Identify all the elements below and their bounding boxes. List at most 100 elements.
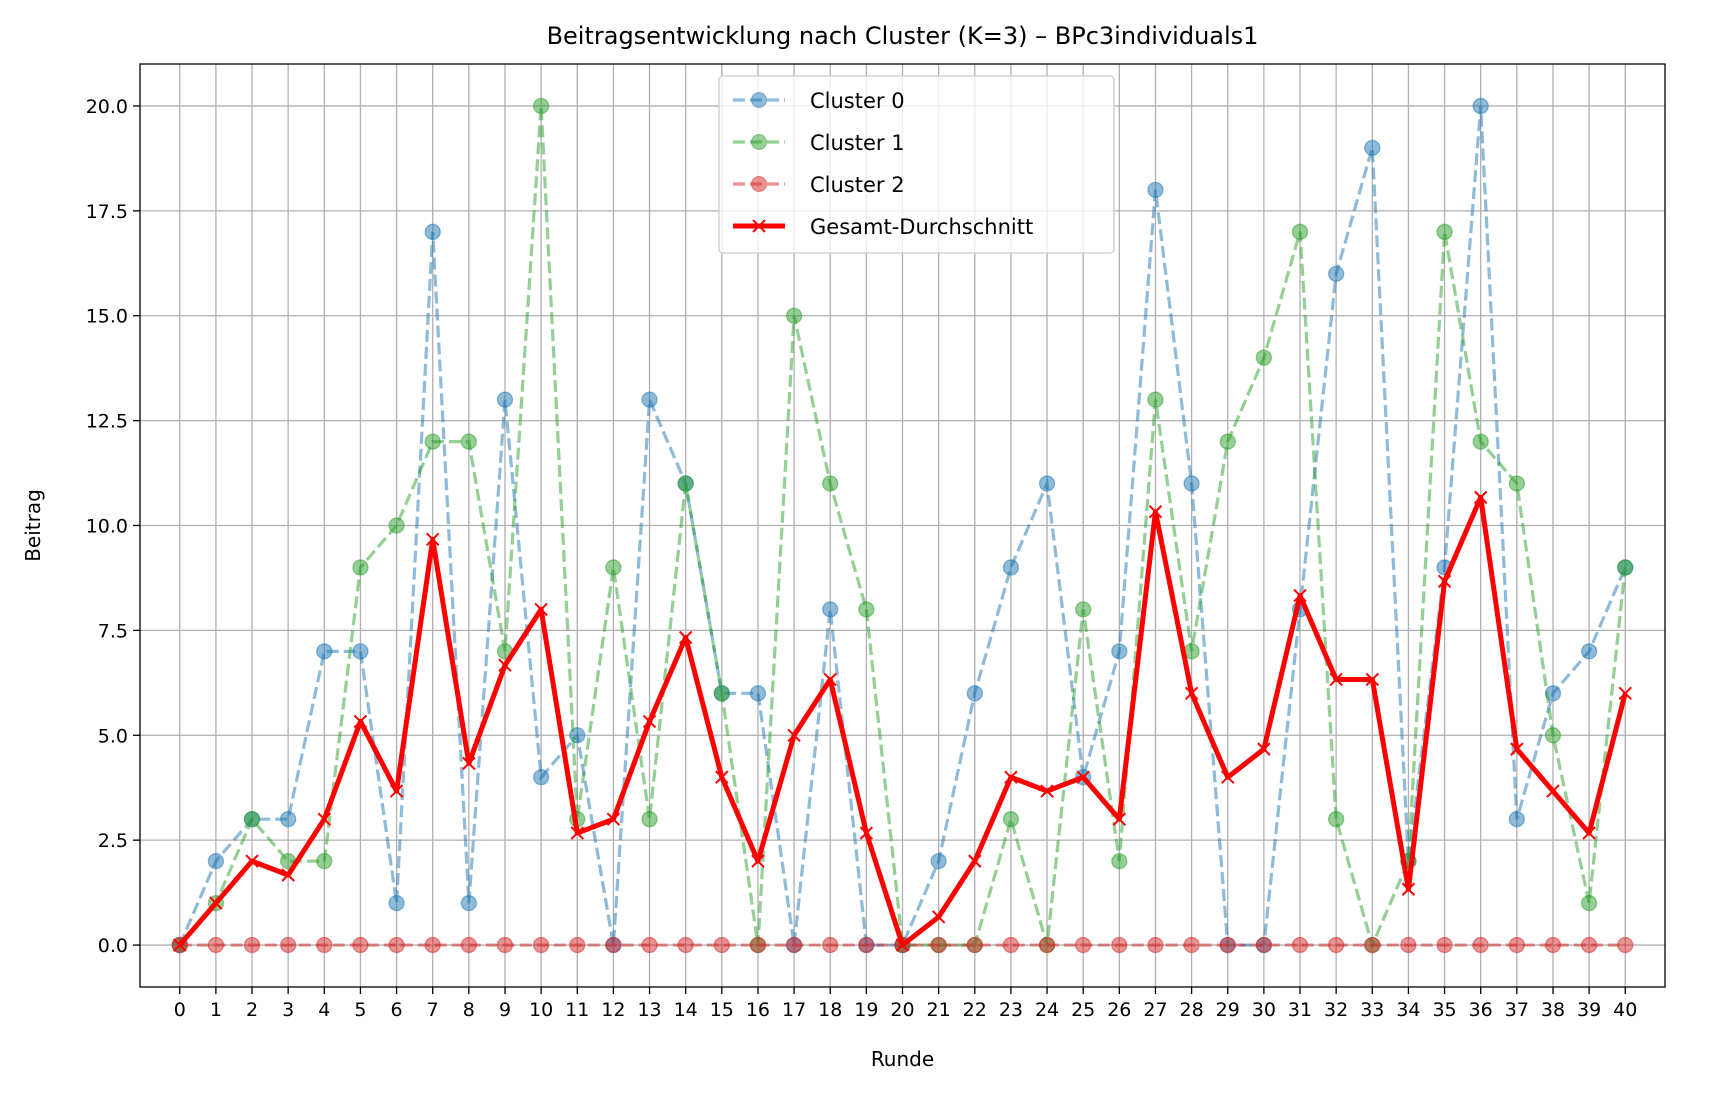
legend-item-0: Cluster 0	[733, 89, 905, 113]
data-point	[1219, 433, 1236, 450]
data-point	[1436, 223, 1453, 240]
data-point	[822, 936, 839, 954]
data-point	[715, 770, 729, 784]
data-point	[1364, 139, 1381, 157]
data-point	[749, 685, 767, 702]
chart-title: Beitragsentwicklung nach Cluster (K=3) –…	[547, 22, 1259, 50]
data-point	[460, 894, 478, 912]
data-point	[1075, 936, 1092, 954]
data-point	[1472, 433, 1489, 450]
data-point	[1002, 936, 1020, 954]
data-point	[785, 936, 803, 954]
y-tick-label: 2.5	[98, 830, 128, 852]
data-point	[1327, 265, 1345, 282]
x-tick-label: 30	[1252, 999, 1276, 1021]
data-point	[1147, 181, 1164, 199]
x-tick-label: 2	[246, 999, 258, 1021]
plot-frame	[139, 63, 1666, 988]
data-point	[1184, 686, 1199, 701]
data-point	[713, 936, 730, 954]
data-point	[462, 756, 476, 771]
x-tick-label: 0	[174, 999, 186, 1021]
data-point	[243, 811, 261, 828]
legend-label: Gesamt-Durchschnitt	[810, 215, 1033, 239]
x-tick-label: 22	[963, 999, 987, 1021]
data-point	[1291, 223, 1309, 240]
data-point	[858, 936, 875, 954]
x-tick-label: 40	[1613, 999, 1637, 1021]
legend-label: Cluster 1	[810, 131, 905, 155]
data-point	[1544, 936, 1562, 954]
x-tick-label: 14	[674, 999, 698, 1021]
data-point	[1076, 770, 1090, 784]
data-point	[389, 784, 404, 798]
data-point	[173, 938, 187, 952]
y-axis-ticks: 0.0 2.5 5.0 7.5 10.0 12.5 15.0 17.5 20.0	[86, 96, 140, 957]
data-point	[1472, 936, 1489, 954]
y-tick-label: 7.5	[98, 620, 128, 642]
data-point	[966, 936, 983, 954]
data-point	[859, 826, 874, 840]
x-tick-label: 35	[1432, 999, 1456, 1021]
x-tick-label: 37	[1505, 999, 1529, 1021]
y-tick-label: 5.0	[98, 725, 128, 747]
data-point	[1582, 826, 1596, 840]
y-tick-label: 10.0	[86, 516, 128, 538]
x-tick-label: 20	[890, 999, 914, 1021]
data-point	[1112, 812, 1127, 826]
data-point	[570, 826, 584, 840]
data-point	[1580, 894, 1598, 912]
data-point	[532, 936, 550, 954]
data-point	[1038, 936, 1056, 954]
data-point	[352, 936, 369, 954]
data-point	[207, 936, 225, 954]
series-layer	[171, 97, 1634, 954]
data-point	[424, 223, 441, 240]
series-line	[178, 105, 1627, 947]
data-point	[931, 910, 946, 924]
data-point	[1183, 936, 1200, 954]
x-axis-title: Runde	[871, 1047, 934, 1071]
data-point	[280, 936, 297, 954]
x-tick-label: 36	[1469, 999, 1493, 1021]
data-point	[496, 391, 514, 408]
x-tick-label: 24	[1035, 999, 1059, 1021]
data-point	[1291, 936, 1309, 954]
data-point	[1038, 475, 1056, 492]
x-tick-label: 31	[1288, 999, 1312, 1021]
data-point	[1617, 559, 1634, 576]
data-point	[641, 811, 658, 828]
x-tick-label: 19	[854, 999, 878, 1021]
data-point	[317, 812, 332, 826]
data-point	[605, 559, 622, 576]
data-point	[1510, 742, 1524, 756]
data-point	[1401, 882, 1416, 896]
x-tick-label: 4	[318, 999, 330, 1021]
data-point	[966, 685, 983, 702]
data-point	[677, 475, 694, 492]
x-tick-label: 3	[282, 999, 294, 1021]
data-point	[1546, 784, 1560, 798]
x-tick-label: 12	[601, 999, 625, 1021]
data-point	[245, 854, 259, 868]
x-tick-label: 16	[746, 999, 770, 1021]
y-tick-label: 15.0	[86, 306, 128, 328]
x-tick-label: 27	[1143, 999, 1167, 1021]
data-point	[532, 769, 550, 786]
data-point	[1111, 852, 1128, 870]
legend-marker	[751, 134, 767, 150]
data-point	[1544, 727, 1562, 744]
data-point	[713, 685, 730, 702]
data-point	[1111, 643, 1128, 660]
data-point	[642, 714, 657, 729]
x-tick-label: 6	[391, 999, 403, 1021]
data-point	[281, 868, 295, 882]
data-point	[1183, 475, 1200, 492]
data-point	[895, 938, 910, 952]
data-point	[930, 852, 947, 870]
data-point	[1255, 936, 1273, 954]
data-point	[424, 936, 441, 954]
data-point	[1473, 490, 1488, 505]
data-point	[605, 936, 622, 954]
